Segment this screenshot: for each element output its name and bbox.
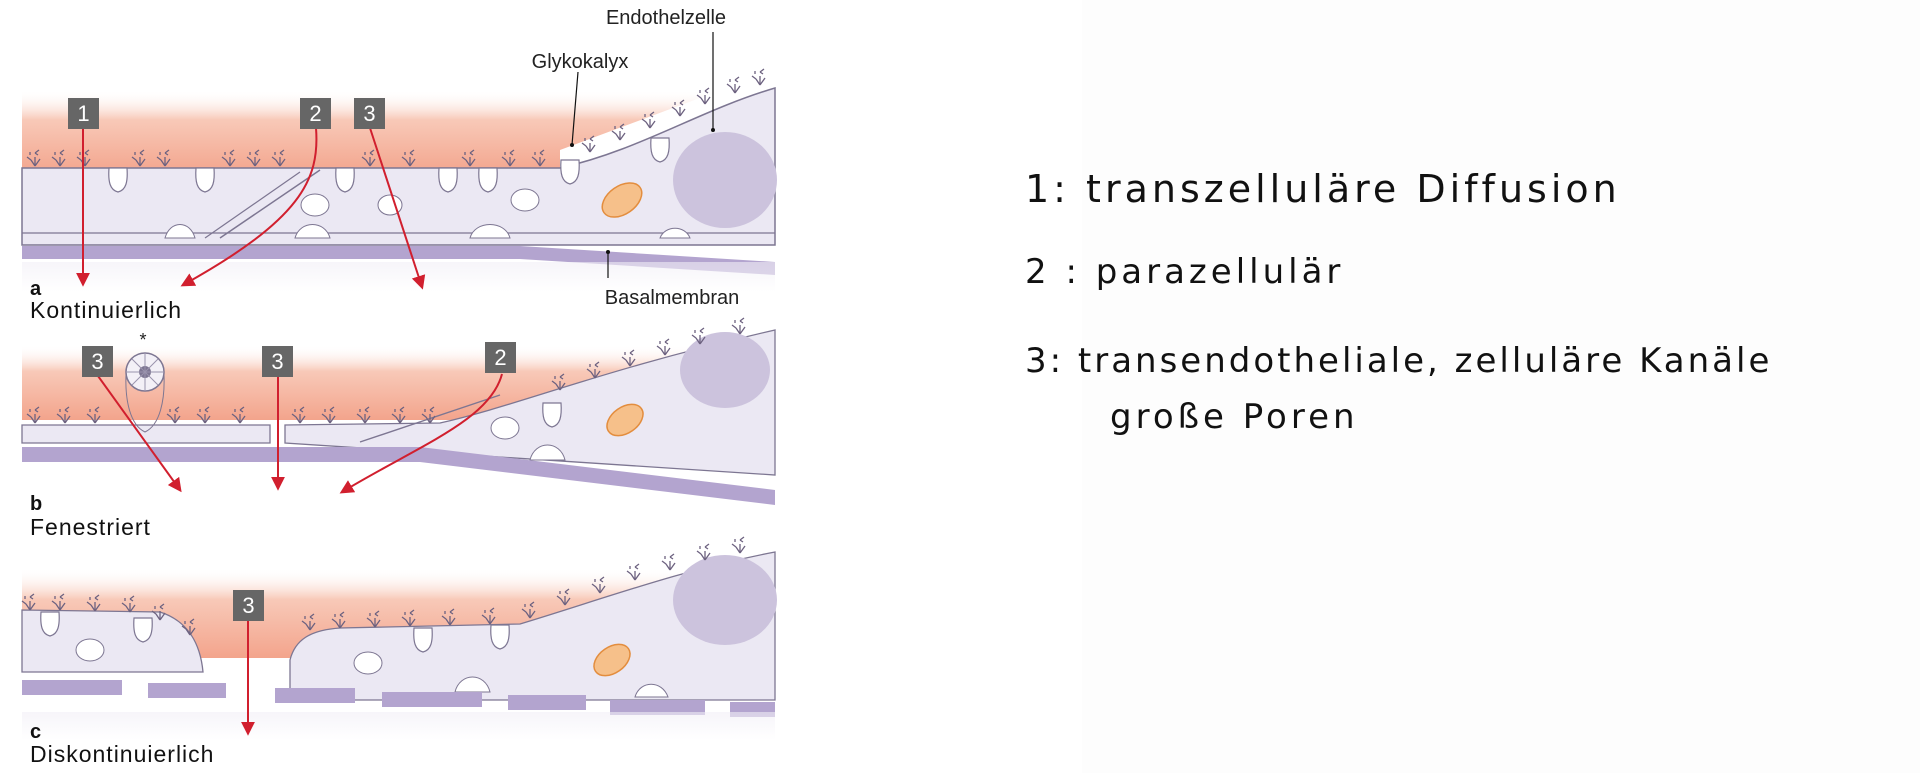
marker-2-b: 2: [485, 342, 516, 373]
thin-cell-b-left: [21, 424, 271, 444]
basement-membrane-a: [22, 246, 775, 275]
note-line-3: 3: transendotheliale, zelluläre Kanäle: [1025, 341, 1772, 381]
marker-3-b-left: 3: [82, 346, 113, 377]
mitochondrion-a: [601, 182, 643, 218]
junction-a: [219, 169, 321, 239]
arrow-3-b-left: [97, 375, 182, 493]
cell-c-left: [21, 609, 204, 673]
label-endothelzelle: Endothelzelle: [606, 7, 726, 29]
note-line-4: große Poren: [1110, 397, 1359, 437]
endothelial-cell-a: [21, 86, 776, 246]
asterisk-label: *: [139, 330, 146, 350]
basement-membrane-b: [22, 447, 775, 505]
panel-a-title: Kontinuierlich: [30, 297, 182, 323]
endothelial-cell-b: [284, 329, 776, 476]
marker-3-b-mid-label: 3: [271, 349, 283, 374]
marker-2-a-label: 2: [309, 101, 321, 126]
junction-a-2: [204, 171, 301, 239]
panel-b-title: Fenestriert: [30, 514, 151, 540]
marker-2-a: 2: [300, 98, 331, 129]
arrow-2-a: [180, 127, 318, 287]
basement-membrane-c: [22, 680, 775, 717]
label-glykokalyx: Glykokalyx: [532, 51, 629, 73]
panel-a: 1 2 3 Endothelzelle Glykokalyx Basalmemb…: [21, 7, 777, 323]
leader-glykokalyx: [571, 71, 579, 146]
handwritten-notes: 1: transzelluläre Diffusion 2 : parazell…: [1025, 167, 1772, 437]
marker-2-b-label: 2: [494, 345, 506, 370]
note-line-2: 2 : parazellulär: [1025, 252, 1344, 292]
marker-3-c: 3: [233, 590, 264, 621]
note-line-1: 1: transzelluläre Diffusion: [1025, 167, 1621, 211]
panel-b-letter: b: [30, 493, 42, 515]
nucleus-a: [673, 132, 777, 228]
marker-3-a: 3: [354, 98, 385, 129]
marker-3-b-mid: 3: [262, 346, 293, 377]
marker-1-a: 1: [68, 98, 99, 129]
panel-c-letter: c: [30, 721, 41, 743]
panel-a-letter: a: [30, 278, 42, 300]
marker-3-b-left-label: 3: [91, 349, 103, 374]
notes-pane: [1082, 0, 1920, 773]
cell-c-right: [289, 551, 776, 701]
label-basalmembran: Basalmembran: [605, 287, 740, 309]
marker-1-a-label: 1: [77, 101, 89, 126]
panel-c: 3 c Diskontinuierlich: [21, 536, 777, 767]
panel-b: * 3 3 2 b Fenestriert: [21, 317, 776, 540]
arrow-2-b: [339, 373, 503, 494]
marker-3-a-label: 3: [363, 101, 375, 126]
panel-c-title: Diskontinuierlich: [30, 741, 214, 767]
arrow-3-a: [369, 127, 426, 290]
marker-3-c-label: 3: [242, 593, 254, 618]
